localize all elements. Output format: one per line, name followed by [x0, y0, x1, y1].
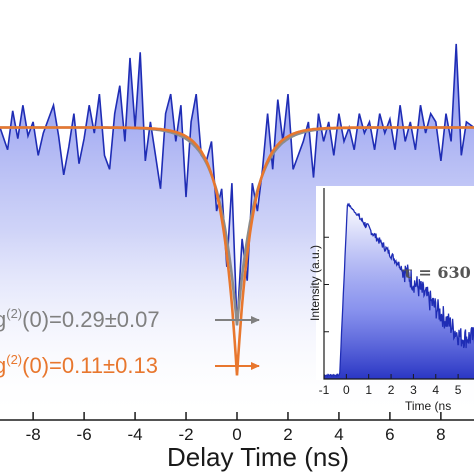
inset-x-tick-label: 2 — [388, 383, 395, 397]
inset-x-tick-label: 4 — [432, 383, 439, 397]
x-tick-label: 8 — [436, 425, 445, 444]
g2-annotation-gray: g(2)(0)=0.29±0.07 — [0, 306, 160, 332]
inset-x-tick-label: 3 — [410, 383, 417, 397]
inset-decay-fill — [324, 204, 474, 379]
x-axis-ticks: -8 -6 -4 -2 0 2 4 6 8 — [26, 412, 446, 444]
g2-gray-sup: (2) — [6, 306, 22, 321]
g2-orange-prefix: g — [0, 353, 6, 378]
x-axis-title: Delay Time (ns) — [167, 442, 349, 472]
inset-tau-label: τ = 630 — [402, 263, 471, 282]
inset-x-ticks: -1 0 1 2 3 4 5 — [319, 374, 462, 397]
x-tick-label: 2 — [283, 425, 292, 444]
x-tick-label: 6 — [385, 425, 394, 444]
g2-orange-sup: (2) — [6, 352, 22, 367]
inset-x-tick-label: 5 — [455, 383, 462, 397]
annotations: g(2)(0)=0.29±0.07 g(2)(0)=0.11±0.13 — [0, 306, 260, 378]
g2-gray-prefix: g — [0, 307, 6, 332]
x-tick-label: -2 — [178, 425, 193, 444]
x-tick-label: 4 — [334, 425, 343, 444]
g2-annotation-orange: g(2)(0)=0.11±0.13 — [0, 352, 158, 378]
x-tick-label: -8 — [26, 425, 41, 444]
inset-x-tick-label: 0 — [343, 383, 350, 397]
x-tick-label: -6 — [77, 425, 92, 444]
inset-x-tick-label: -1 — [319, 383, 330, 397]
x-tick-label: -4 — [128, 425, 143, 444]
g2-gray-text: (0)=0.29±0.07 — [22, 307, 159, 332]
fit-curve-orange — [0, 126, 474, 376]
inset-y-title: Intensity (a.u.) — [308, 245, 322, 321]
inset-decay-line — [323, 202, 474, 378]
g2-orange-text: (0)=0.11±0.13 — [22, 353, 158, 378]
x-tick-label: 0 — [232, 425, 241, 444]
inset-y-ticks — [324, 236, 329, 333]
inset-plot: -1 0 1 2 3 4 5 Intensity (a.u.) Time (ns τ = 6… — [308, 186, 474, 413]
inset-x-title: Time (ns — [405, 399, 451, 413]
inset-x-tick-label: 1 — [365, 383, 372, 397]
